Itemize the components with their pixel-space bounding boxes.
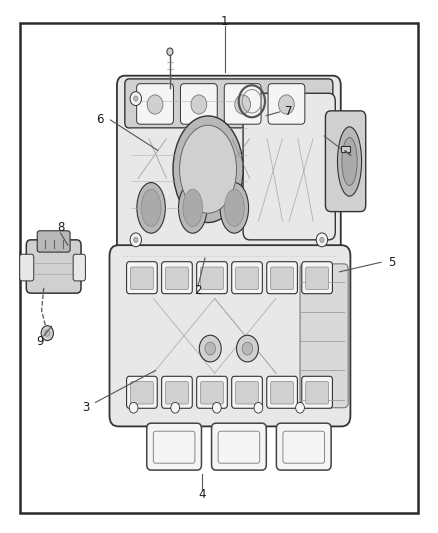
Ellipse shape	[342, 138, 357, 185]
FancyBboxPatch shape	[162, 262, 192, 294]
FancyBboxPatch shape	[232, 262, 262, 294]
FancyBboxPatch shape	[131, 267, 153, 289]
Circle shape	[205, 342, 215, 355]
FancyBboxPatch shape	[212, 423, 266, 470]
FancyBboxPatch shape	[147, 423, 201, 470]
FancyBboxPatch shape	[302, 376, 332, 408]
Circle shape	[147, 95, 163, 114]
FancyBboxPatch shape	[37, 231, 70, 252]
Circle shape	[167, 48, 173, 55]
Circle shape	[279, 95, 294, 114]
FancyBboxPatch shape	[302, 262, 332, 294]
FancyBboxPatch shape	[306, 267, 328, 289]
FancyBboxPatch shape	[197, 376, 227, 408]
Ellipse shape	[220, 182, 248, 233]
FancyBboxPatch shape	[180, 84, 217, 124]
FancyBboxPatch shape	[243, 93, 336, 240]
Text: 8: 8	[57, 221, 64, 234]
FancyBboxPatch shape	[236, 382, 258, 404]
FancyBboxPatch shape	[117, 76, 341, 263]
FancyBboxPatch shape	[127, 376, 157, 408]
Ellipse shape	[137, 182, 166, 233]
Circle shape	[320, 237, 324, 243]
FancyBboxPatch shape	[162, 376, 192, 408]
Text: 6: 6	[96, 114, 104, 126]
FancyBboxPatch shape	[127, 262, 157, 294]
Ellipse shape	[173, 116, 243, 223]
FancyBboxPatch shape	[325, 111, 366, 212]
Circle shape	[45, 330, 50, 336]
Circle shape	[130, 233, 141, 247]
Circle shape	[235, 95, 251, 114]
FancyBboxPatch shape	[26, 240, 81, 293]
Circle shape	[134, 96, 138, 101]
FancyBboxPatch shape	[267, 262, 297, 294]
Ellipse shape	[180, 125, 237, 213]
FancyBboxPatch shape	[197, 262, 227, 294]
FancyBboxPatch shape	[268, 84, 305, 124]
FancyBboxPatch shape	[166, 267, 188, 289]
Circle shape	[237, 335, 258, 362]
FancyBboxPatch shape	[125, 79, 333, 128]
Circle shape	[296, 402, 304, 413]
FancyBboxPatch shape	[306, 382, 328, 404]
Ellipse shape	[337, 127, 362, 196]
Circle shape	[199, 335, 221, 362]
FancyBboxPatch shape	[166, 382, 188, 404]
FancyBboxPatch shape	[271, 267, 293, 289]
Circle shape	[171, 402, 180, 413]
FancyBboxPatch shape	[267, 376, 297, 408]
Text: 4: 4	[198, 488, 206, 501]
FancyBboxPatch shape	[137, 84, 173, 124]
Circle shape	[129, 402, 138, 413]
Circle shape	[212, 402, 221, 413]
FancyBboxPatch shape	[20, 254, 34, 281]
Circle shape	[254, 402, 263, 413]
Text: 5: 5	[389, 256, 396, 269]
Text: 1: 1	[221, 15, 229, 28]
FancyBboxPatch shape	[300, 264, 348, 408]
FancyBboxPatch shape	[276, 423, 331, 470]
Text: 3: 3	[82, 401, 89, 414]
FancyBboxPatch shape	[224, 84, 261, 124]
FancyBboxPatch shape	[271, 382, 293, 404]
FancyBboxPatch shape	[131, 382, 153, 404]
FancyBboxPatch shape	[236, 267, 258, 289]
Ellipse shape	[178, 182, 207, 233]
Circle shape	[316, 233, 328, 247]
Circle shape	[130, 92, 141, 106]
FancyBboxPatch shape	[73, 254, 85, 281]
FancyBboxPatch shape	[110, 245, 350, 426]
Circle shape	[41, 326, 53, 341]
Text: 9: 9	[36, 335, 44, 348]
Bar	[341, 146, 350, 152]
Circle shape	[242, 342, 253, 355]
Circle shape	[191, 95, 207, 114]
FancyBboxPatch shape	[232, 376, 262, 408]
FancyBboxPatch shape	[201, 382, 223, 404]
Text: 7: 7	[285, 106, 293, 118]
Ellipse shape	[141, 189, 161, 227]
Ellipse shape	[224, 189, 244, 227]
Text: 2: 2	[194, 284, 202, 297]
FancyBboxPatch shape	[201, 267, 223, 289]
Circle shape	[134, 237, 138, 243]
Ellipse shape	[183, 189, 202, 227]
